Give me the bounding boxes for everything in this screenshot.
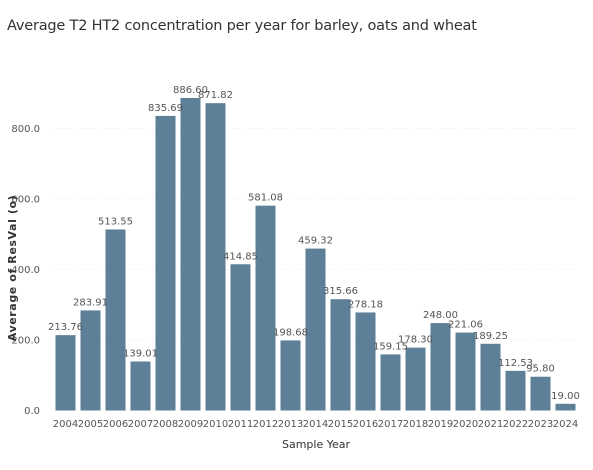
bar-2011 bbox=[230, 264, 251, 411]
data-label-2021: 189.25 bbox=[473, 331, 508, 342]
bar-2013 bbox=[280, 340, 301, 411]
x-tick-label-2010: 2010 bbox=[203, 419, 228, 430]
bar-2007 bbox=[130, 361, 151, 411]
x-tick-label-2023: 2023 bbox=[528, 419, 553, 430]
x-tick-label-2022: 2022 bbox=[503, 419, 528, 430]
x-tick-label-2021: 2021 bbox=[478, 419, 503, 430]
bar-2017 bbox=[380, 354, 401, 411]
x-tick-label-2013: 2013 bbox=[278, 419, 303, 430]
y-tick-label: 600.0 bbox=[11, 195, 40, 206]
bar-2022 bbox=[505, 370, 526, 411]
data-label-2024: 19.00 bbox=[551, 391, 580, 402]
bar-2012 bbox=[255, 205, 276, 411]
x-tick-label-2005: 2005 bbox=[78, 419, 103, 430]
x-tick-label-2006: 2006 bbox=[103, 419, 128, 430]
x-tick-label-2024: 2024 bbox=[553, 419, 578, 430]
data-label-2017: 159.15 bbox=[373, 341, 408, 352]
data-label-2004: 213.76 bbox=[48, 322, 83, 333]
y-axis-ticks: 0.0 200.0 400.0 600.0 800.0 bbox=[11, 124, 40, 417]
x-axis-ticks: 2004 2005 2006 2007 2008 2009 2010 2011 2012 2013… bbox=[53, 419, 578, 430]
data-label-2018: 178.30 bbox=[398, 335, 433, 346]
x-tick-label-2016: 2016 bbox=[353, 419, 378, 430]
data-label-2016: 278.18 bbox=[348, 299, 383, 310]
bar-2014 bbox=[305, 248, 326, 411]
bar-2006 bbox=[105, 229, 126, 411]
bar-2021 bbox=[480, 343, 501, 411]
data-label-2013: 198.68 bbox=[273, 327, 308, 338]
x-tick-label-2014: 2014 bbox=[303, 419, 328, 430]
data-label-2009: 886.60 bbox=[173, 85, 208, 96]
y-tick-label: 800.0 bbox=[11, 124, 40, 135]
data-label-2022: 112.53 bbox=[498, 358, 533, 369]
y-tick-label: 200.0 bbox=[11, 336, 40, 347]
data-label-2023: 95.80 bbox=[526, 364, 555, 375]
data-label-2006: 513.55 bbox=[98, 216, 133, 227]
x-axis-title: Sample Year bbox=[282, 438, 351, 451]
y-tick-label: 0.0 bbox=[24, 406, 40, 417]
data-label-2019: 248.00 bbox=[423, 310, 458, 321]
data-label-2011: 414.85 bbox=[223, 251, 258, 262]
x-tick-label-2012: 2012 bbox=[253, 419, 278, 430]
bar-2020 bbox=[455, 332, 476, 411]
data-label-2007: 139.01 bbox=[123, 348, 158, 359]
data-label-2014: 459.32 bbox=[298, 236, 333, 247]
bar-2023 bbox=[530, 376, 551, 411]
x-tick-label-2008: 2008 bbox=[153, 419, 178, 430]
data-label-2008: 835.69 bbox=[148, 103, 183, 114]
x-tick-label-2017: 2017 bbox=[378, 419, 403, 430]
x-tick-label-2009: 2009 bbox=[178, 419, 203, 430]
x-tick-label-2011: 2011 bbox=[228, 419, 253, 430]
bar-2018 bbox=[405, 347, 426, 411]
y-axis-title: Average of ResVal (o) bbox=[6, 195, 19, 342]
bar-2009 bbox=[180, 97, 201, 411]
x-tick-label-2019: 2019 bbox=[428, 419, 453, 430]
gridlines bbox=[53, 128, 578, 341]
data-label-2005: 283.91 bbox=[73, 297, 108, 308]
bar-2015 bbox=[330, 299, 351, 411]
x-tick-label-2018: 2018 bbox=[403, 419, 428, 430]
bar-2016 bbox=[355, 312, 376, 411]
bar-2019 bbox=[430, 323, 451, 411]
y-tick-label: 400.0 bbox=[11, 265, 40, 276]
x-tick-label-2007: 2007 bbox=[128, 419, 153, 430]
x-tick-label-2020: 2020 bbox=[453, 419, 478, 430]
data-label-2015: 315.66 bbox=[323, 286, 358, 297]
chart-title: Average T2 HT2 concentration per year fo… bbox=[7, 18, 477, 34]
bars bbox=[55, 97, 576, 411]
data-label-2020: 221.06 bbox=[448, 320, 483, 331]
x-tick-label-2015: 2015 bbox=[328, 419, 353, 430]
bar-2004 bbox=[55, 335, 76, 411]
data-label-2010: 871.82 bbox=[198, 90, 233, 101]
bar-2008 bbox=[155, 115, 176, 411]
bar-2010 bbox=[205, 103, 226, 411]
bar-2024 bbox=[555, 403, 576, 411]
data-labels: 213.76 283.91 513.55 139.01 835.69 886.60871.… bbox=[48, 85, 580, 402]
data-label-2012: 581.08 bbox=[248, 193, 283, 204]
x-tick-label-2004: 2004 bbox=[53, 419, 78, 430]
bar-2005 bbox=[80, 310, 101, 411]
